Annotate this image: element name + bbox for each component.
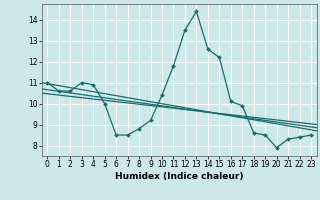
X-axis label: Humidex (Indice chaleur): Humidex (Indice chaleur): [115, 172, 244, 181]
